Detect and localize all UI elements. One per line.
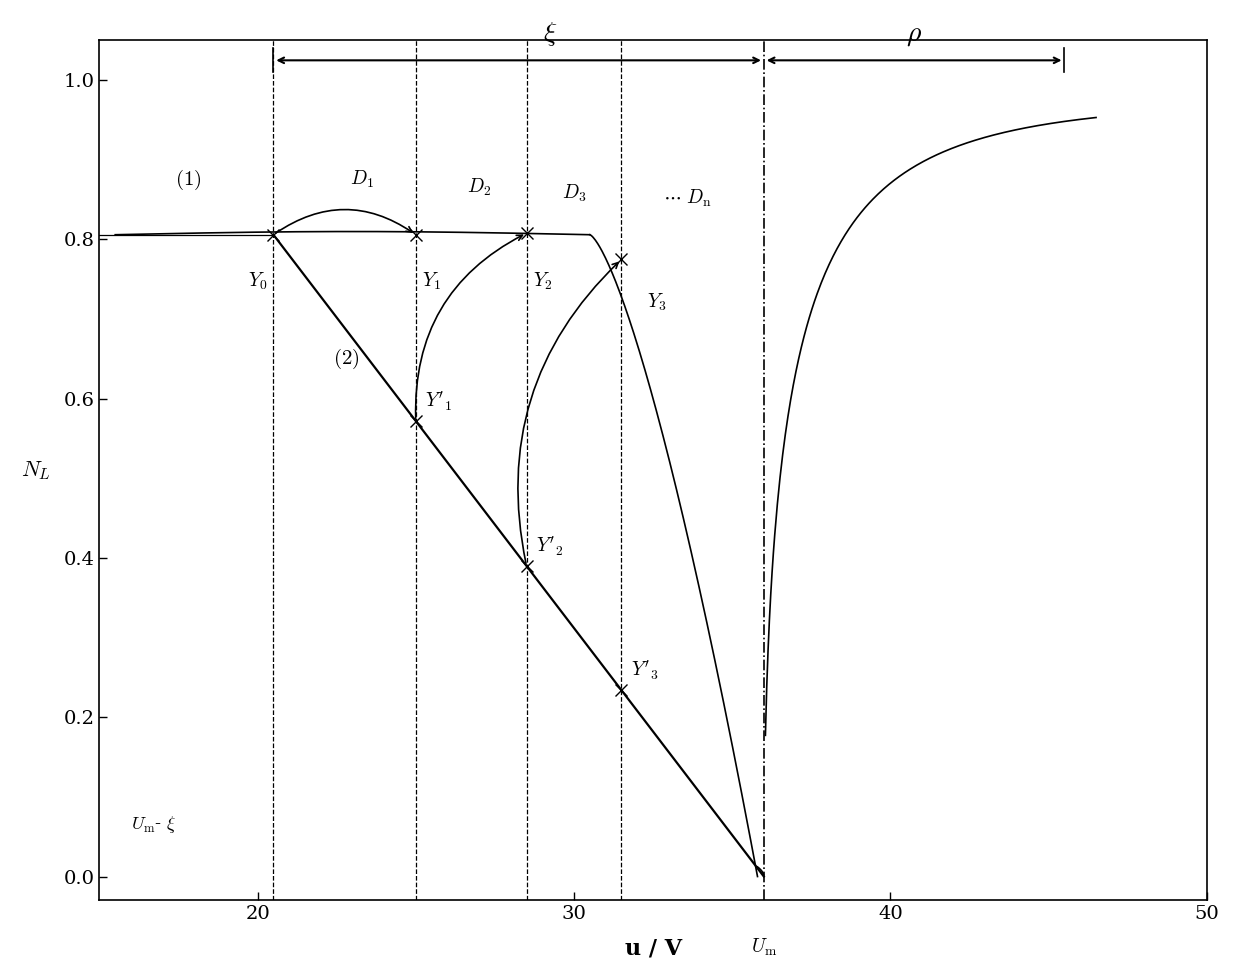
Text: $\mathbf{\mathit{Y}'_1}$: $\mathbf{\mathit{Y}'_1}$ <box>425 390 453 414</box>
Text: $D_1$: $D_1$ <box>350 169 374 190</box>
Text: $\mathbf{\mathit{Y}_1}$: $\mathbf{\mathit{Y}_1}$ <box>422 270 441 292</box>
Text: $\xi$: $\xi$ <box>543 20 558 48</box>
Text: $D_2$: $D_2$ <box>467 176 491 198</box>
Text: $\mathbf{(1)}$: $\mathbf{(1)}$ <box>175 168 201 192</box>
Text: $\mathbf{\mathit{Y}'_3}$: $\mathbf{\mathit{Y}'_3}$ <box>631 659 658 682</box>
Text: $D_3$: $D_3$ <box>562 182 587 204</box>
Y-axis label: $N_L$: $N_L$ <box>21 459 51 482</box>
Text: $\rho$: $\rho$ <box>906 21 923 48</box>
Text: $\cdots\ D_{\rm n}$: $\cdots\ D_{\rm n}$ <box>662 188 712 210</box>
Text: $\mathbf{\mathit{Y}_0}$: $\mathbf{\mathit{Y}_0}$ <box>248 270 267 292</box>
Text: $\mathbf{\mathit{Y}_2}$: $\mathbf{\mathit{Y}_2}$ <box>533 270 552 292</box>
Text: $\mathbf{\mathit{Y}'_2}$: $\mathbf{\mathit{Y}'_2}$ <box>536 535 563 558</box>
Text: $\mathbf{\mathit{Y}_3}$: $\mathbf{\mathit{Y}_3}$ <box>647 291 666 313</box>
Text: $\mathbf{(2)}$: $\mathbf{(2)}$ <box>332 347 360 371</box>
Text: $\mathit{U}_{\rm m}$- $\xi$: $\mathit{U}_{\rm m}$- $\xi$ <box>131 814 177 835</box>
X-axis label: u / V: u / V <box>625 937 682 959</box>
Text: $\mathit{U}_{\rm m}$: $\mathit{U}_{\rm m}$ <box>750 936 777 957</box>
